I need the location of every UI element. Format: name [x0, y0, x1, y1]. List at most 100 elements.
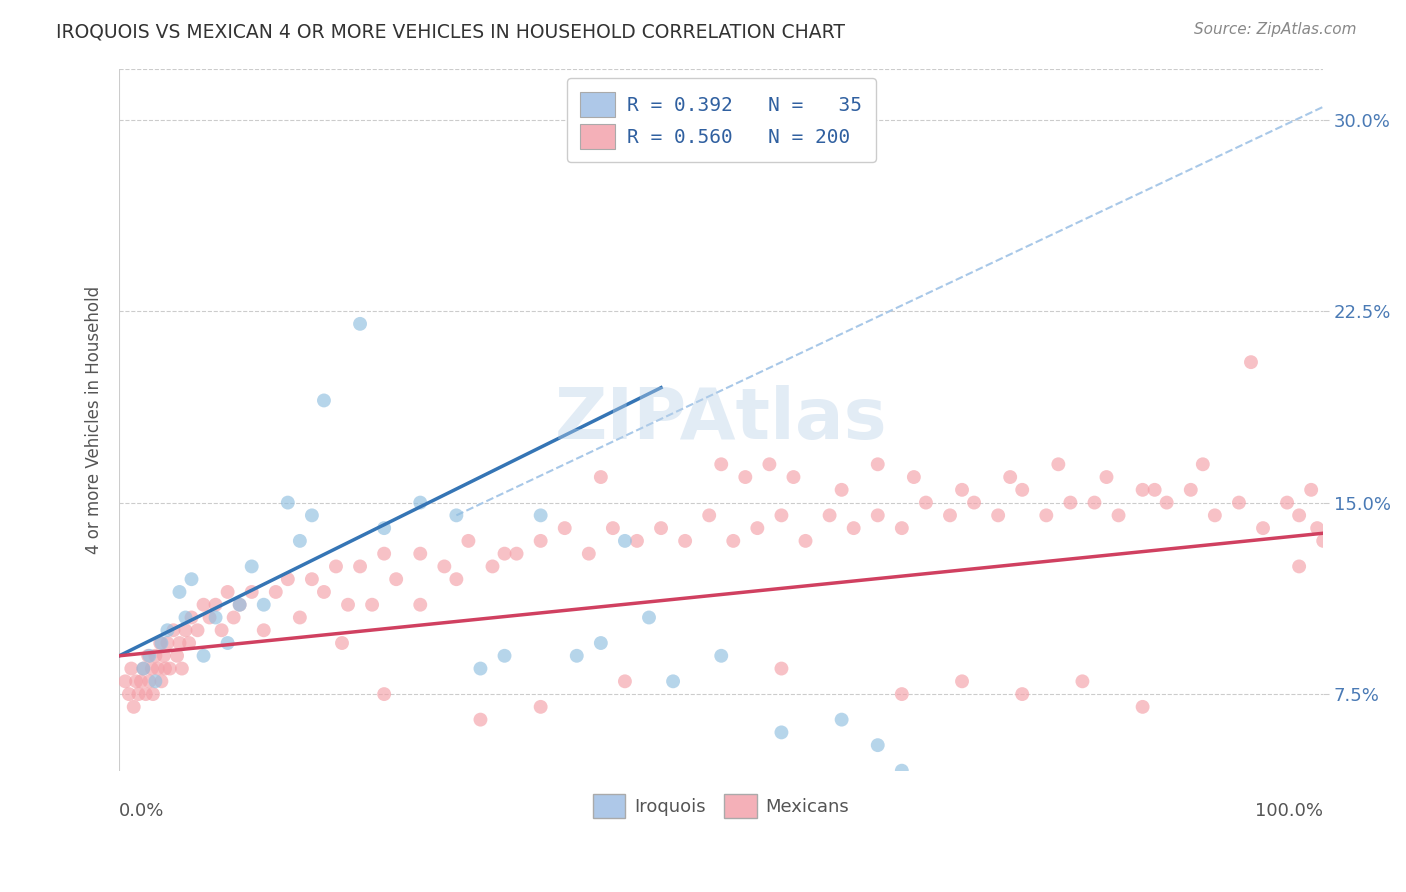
- Point: [169, 585, 191, 599]
- Point: [204, 598, 226, 612]
- Point: [162, 624, 184, 638]
- Point: [613, 674, 636, 689]
- Point: [915, 495, 938, 509]
- Point: [349, 559, 371, 574]
- Point: [228, 598, 250, 612]
- Point: [1306, 521, 1329, 535]
- Point: [1240, 355, 1263, 369]
- Point: [866, 458, 889, 472]
- Point: [890, 764, 912, 778]
- Point: [446, 572, 468, 586]
- Point: [373, 521, 395, 535]
- Point: [1108, 508, 1130, 523]
- Point: [818, 508, 841, 523]
- Point: [602, 521, 624, 535]
- Point: [782, 470, 804, 484]
- Point: [673, 533, 696, 548]
- Point: [198, 610, 221, 624]
- Point: [662, 674, 685, 689]
- Point: [433, 559, 456, 574]
- Point: [145, 674, 167, 689]
- Point: [697, 508, 720, 523]
- Point: [301, 508, 323, 523]
- Point: [166, 648, 188, 663]
- Point: [1132, 699, 1154, 714]
- Point: [903, 470, 925, 484]
- Point: [890, 521, 912, 535]
- Point: [385, 572, 408, 586]
- Point: [217, 636, 239, 650]
- Point: [153, 662, 176, 676]
- Point: [145, 648, 167, 663]
- Point: [794, 533, 817, 548]
- Point: [998, 470, 1021, 484]
- Point: [337, 598, 360, 612]
- Point: [211, 624, 233, 638]
- Point: [120, 662, 142, 676]
- Point: [1191, 458, 1213, 472]
- Point: [177, 636, 200, 650]
- Point: [159, 662, 181, 676]
- Point: [149, 636, 172, 650]
- Point: [494, 648, 516, 663]
- Point: [747, 521, 769, 535]
- Point: [770, 508, 793, 523]
- Text: Source: ZipAtlas.com: Source: ZipAtlas.com: [1194, 22, 1357, 37]
- Point: [118, 687, 141, 701]
- Point: [734, 470, 756, 484]
- Point: [1312, 533, 1334, 548]
- Point: [710, 458, 733, 472]
- Point: [939, 508, 962, 523]
- Point: [1301, 483, 1323, 497]
- Point: [169, 636, 191, 650]
- Point: [1288, 508, 1310, 523]
- Point: [312, 585, 335, 599]
- Point: [170, 662, 193, 676]
- Point: [1011, 687, 1033, 701]
- Point: [1047, 458, 1070, 472]
- Point: [530, 699, 553, 714]
- Point: [446, 508, 468, 523]
- Point: [222, 610, 245, 624]
- Point: [831, 483, 853, 497]
- Point: [494, 547, 516, 561]
- Point: [1227, 495, 1250, 509]
- Point: [1275, 495, 1298, 509]
- Point: [470, 713, 492, 727]
- Text: 0.0%: 0.0%: [120, 802, 165, 821]
- Point: [758, 458, 780, 472]
- Point: [1288, 559, 1310, 574]
- Point: [842, 521, 865, 535]
- Point: [193, 648, 215, 663]
- Y-axis label: 4 or more Vehicles in Household: 4 or more Vehicles in Household: [86, 285, 103, 554]
- Point: [987, 508, 1010, 523]
- Point: [288, 533, 311, 548]
- Point: [530, 508, 553, 523]
- Point: [132, 662, 155, 676]
- Point: [950, 674, 973, 689]
- Point: [1143, 483, 1166, 497]
- Text: IROQUOIS VS MEXICAN 4 OR MORE VEHICLES IN HOUSEHOLD CORRELATION CHART: IROQUOIS VS MEXICAN 4 OR MORE VEHICLES I…: [56, 22, 845, 41]
- Point: [1011, 483, 1033, 497]
- Point: [129, 674, 152, 689]
- Point: [831, 713, 853, 727]
- Point: [950, 483, 973, 497]
- Point: [217, 585, 239, 599]
- Point: [409, 495, 432, 509]
- Point: [132, 662, 155, 676]
- Point: [866, 508, 889, 523]
- Point: [146, 662, 169, 676]
- Point: [240, 585, 263, 599]
- Point: [186, 624, 208, 638]
- Point: [638, 610, 661, 624]
- Point: [180, 610, 202, 624]
- Point: [650, 521, 672, 535]
- Point: [1071, 674, 1094, 689]
- Point: [578, 547, 600, 561]
- Point: [963, 495, 986, 509]
- Point: [312, 393, 335, 408]
- Point: [626, 533, 648, 548]
- Point: [1059, 495, 1081, 509]
- Point: [136, 648, 159, 663]
- Point: [138, 674, 160, 689]
